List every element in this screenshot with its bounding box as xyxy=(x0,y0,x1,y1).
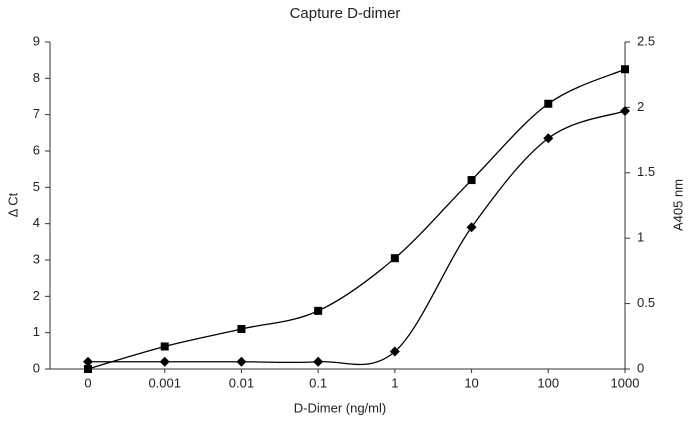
x-tick-label: 1 xyxy=(391,375,398,390)
y-tick-label: 9 xyxy=(33,33,40,48)
y2-axis-label: A405 nm xyxy=(670,179,685,231)
x-tick-label: 10 xyxy=(464,375,478,390)
x-tick-label: 0 xyxy=(84,375,91,390)
square-marker xyxy=(160,342,169,351)
square-marker xyxy=(467,176,476,185)
y2-tick-label: 1 xyxy=(637,230,644,245)
diamond-marker xyxy=(236,356,247,367)
x-tick-label: 1000 xyxy=(611,375,640,390)
x-tick-label: 0.1 xyxy=(309,375,327,390)
y-tick-label: 8 xyxy=(33,70,40,85)
diamond-marker xyxy=(313,356,324,367)
square-marker xyxy=(84,365,92,373)
square-marker xyxy=(390,254,399,263)
diamond-marker xyxy=(159,356,170,367)
y2-tick-label: 1.5 xyxy=(637,164,655,179)
y-axis-label: Δ Ct xyxy=(5,192,20,217)
y2-tick-label: 0 xyxy=(637,360,644,375)
diamond-marker xyxy=(620,106,630,117)
y-tick-label: 7 xyxy=(33,106,40,121)
x-tick-label: 100 xyxy=(537,375,559,390)
series-line xyxy=(87,68,626,370)
diamond-marker xyxy=(83,356,93,367)
y-tick-label: 3 xyxy=(33,251,40,266)
y-tick-label: 5 xyxy=(33,179,40,194)
square-marker xyxy=(621,65,629,74)
y-tick-label: 0 xyxy=(33,360,40,375)
y-tick-label: 1 xyxy=(33,324,40,339)
x-tick-label: 0.001 xyxy=(148,375,181,390)
y-tick-label: 4 xyxy=(33,215,40,230)
square-marker xyxy=(544,99,553,108)
square-marker xyxy=(314,306,323,315)
y-tick-label: 6 xyxy=(33,142,40,157)
diamond-marker xyxy=(466,222,477,233)
x-tick-label: 0.01 xyxy=(229,375,254,390)
series-line xyxy=(88,110,626,366)
y2-tick-label: 2 xyxy=(637,99,644,114)
square-marker xyxy=(237,325,246,334)
y2-tick-label: 0.5 xyxy=(637,295,655,310)
diamond-marker xyxy=(389,346,400,357)
chart-title: Capture D-dimer xyxy=(290,5,401,22)
x-axis-label: D-Dimer (ng/ml) xyxy=(294,400,386,415)
y2-tick-label: 2.5 xyxy=(637,33,655,48)
y-tick-label: 2 xyxy=(33,288,40,303)
diamond-marker xyxy=(543,133,554,144)
